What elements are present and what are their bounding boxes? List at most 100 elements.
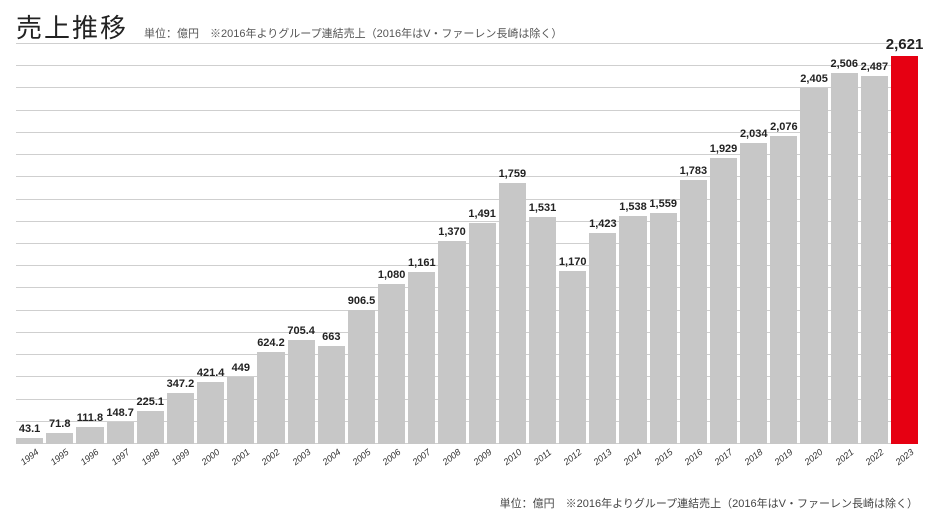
x-axis-label: 1999 xyxy=(167,445,195,470)
bar xyxy=(438,241,465,444)
bar xyxy=(800,88,827,444)
x-axis-label: 2018 xyxy=(740,445,768,470)
chart-title: 売上推移 xyxy=(16,8,128,45)
bar-wrap: 2,487 xyxy=(861,76,888,444)
x-axis-label: 2001 xyxy=(227,445,255,470)
x-axis-label: 2011 xyxy=(529,445,557,470)
chart-bars: 43.171.8111.8148.7225.1347.2421.4449624.… xyxy=(16,44,918,444)
bar-wrap: 1,170 xyxy=(559,271,586,444)
bar-wrap: 663 xyxy=(318,346,345,444)
bar-wrap: 148.7 xyxy=(107,422,134,444)
bar-wrap: 225.1 xyxy=(137,411,164,444)
bar-value-label: 2,487 xyxy=(861,61,889,73)
x-axis-label: 2020 xyxy=(800,445,828,470)
bar-value-label: 225.1 xyxy=(137,396,165,408)
bar xyxy=(469,223,496,444)
bar-value-label: 1,491 xyxy=(468,208,496,220)
bar-value-label: 705.4 xyxy=(287,325,315,337)
bar xyxy=(861,76,888,444)
x-axis-label: 2017 xyxy=(710,445,738,470)
footer-note: 単位：億円 ※2016年よりグループ連結売上（2016年はV・ファーレン長崎は除… xyxy=(500,495,918,511)
x-axis-label: 1994 xyxy=(16,445,44,470)
bar xyxy=(16,438,43,444)
bar xyxy=(318,346,345,444)
bar xyxy=(529,217,556,444)
x-axis-label: 2015 xyxy=(649,445,677,470)
x-axis-label: 2014 xyxy=(619,445,647,470)
bar-wrap: 1,423 xyxy=(589,233,616,444)
bar-value-label: 663 xyxy=(322,331,340,343)
bar xyxy=(257,352,284,444)
bar-wrap: 1,370 xyxy=(438,241,465,444)
bar xyxy=(499,183,526,444)
bar-wrap: 2,034 xyxy=(740,143,767,444)
chart-plot: 43.171.8111.8148.7225.1347.2421.4449624.… xyxy=(16,44,918,444)
bar-wrap: 1,783 xyxy=(680,180,707,444)
bar-wrap: 1,929 xyxy=(710,158,737,444)
bar-value-label: 624.2 xyxy=(257,337,285,349)
bar-wrap: 2,076 xyxy=(770,136,797,444)
bar xyxy=(559,271,586,444)
x-axis-label: 2013 xyxy=(589,445,617,470)
bar xyxy=(46,433,73,444)
bar-value-label: 111.8 xyxy=(77,412,103,424)
x-axis-label: 2023 xyxy=(891,445,919,470)
x-axis-label: 2010 xyxy=(499,445,527,470)
bar xyxy=(76,427,103,444)
bar xyxy=(167,393,194,444)
bar-value-label: 449 xyxy=(232,362,250,374)
bar-wrap: 1,759 xyxy=(499,183,526,444)
bar-wrap: 449 xyxy=(227,377,254,444)
x-axis-label: 2008 xyxy=(438,445,466,470)
bar-value-label: 1,161 xyxy=(408,257,436,269)
bar-value-label: 421.4 xyxy=(197,367,225,379)
x-axis-label: 2022 xyxy=(861,445,889,470)
bar-wrap: 624.2 xyxy=(257,352,284,444)
bar xyxy=(710,158,737,444)
bar xyxy=(137,411,164,444)
bar-value-label: 1,783 xyxy=(680,165,708,177)
x-axis-label: 1997 xyxy=(106,445,134,470)
x-axis-label: 2004 xyxy=(318,445,346,470)
bar-value-label: 148.7 xyxy=(106,407,134,419)
bar-value-label: 1,759 xyxy=(499,168,527,180)
x-axis-label: 2006 xyxy=(378,445,406,470)
bar-wrap: 705.4 xyxy=(288,340,315,445)
bar-value-label: 2,034 xyxy=(740,128,768,140)
bar xyxy=(831,73,858,444)
bar-wrap: 1,559 xyxy=(650,213,677,444)
bar-wrap: 1,161 xyxy=(408,272,435,444)
bar xyxy=(589,233,616,444)
x-axis-label: 2012 xyxy=(559,445,587,470)
bar-value-label: 1,531 xyxy=(529,202,557,214)
x-axis-label: 2009 xyxy=(468,445,496,470)
x-axis-label: 2003 xyxy=(287,445,315,470)
x-axis-label: 1998 xyxy=(136,445,164,470)
bar-wrap: 1,538 xyxy=(619,216,646,444)
bar-wrap: 2,506 xyxy=(831,73,858,444)
bar xyxy=(891,56,918,444)
bar-value-label: 1,559 xyxy=(649,198,677,210)
x-axis-label: 2005 xyxy=(348,445,376,470)
bar-wrap: 906.5 xyxy=(348,310,375,444)
bar-wrap: 2,621 xyxy=(891,56,918,444)
bar-wrap: 111.8 xyxy=(76,427,103,444)
x-axis-label: 2007 xyxy=(408,445,436,470)
bar-wrap: 71.8 xyxy=(46,433,73,444)
chart-header: 売上推移 単位：億円 ※2016年よりグループ連結売上（2016年はV・ファーレ… xyxy=(16,8,562,45)
bar-wrap: 43.1 xyxy=(16,438,43,444)
bar-value-label: 43.1 xyxy=(19,423,40,435)
x-axis-label: 2000 xyxy=(197,445,225,470)
x-axis-label: 2016 xyxy=(680,445,708,470)
bar-wrap: 1,080 xyxy=(378,284,405,444)
bar-value-label: 2,405 xyxy=(800,73,828,85)
bar xyxy=(197,382,224,444)
chart-area: 43.171.8111.8148.7225.1347.2421.4449624.… xyxy=(16,44,918,466)
bar-value-label: 1,370 xyxy=(438,226,466,238)
bar-wrap: 421.4 xyxy=(197,382,224,444)
bar xyxy=(107,422,134,444)
bar-value-label: 71.8 xyxy=(49,418,70,430)
bar-wrap: 347.2 xyxy=(167,393,194,444)
bar-value-label: 1,423 xyxy=(589,218,617,230)
bar-value-label: 906.5 xyxy=(348,295,376,307)
